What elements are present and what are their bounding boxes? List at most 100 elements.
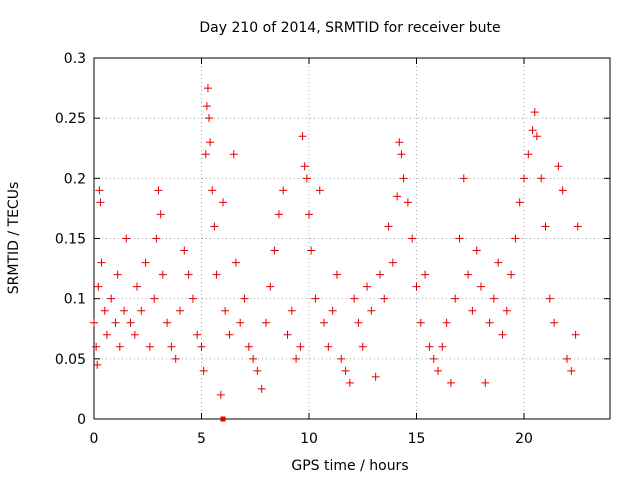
data-point bbox=[266, 282, 275, 291]
data-point bbox=[528, 126, 537, 135]
data-point bbox=[130, 330, 139, 339]
data-point bbox=[412, 282, 421, 291]
data-point bbox=[541, 222, 550, 231]
data-point bbox=[320, 318, 329, 327]
special-points bbox=[220, 416, 226, 422]
data-point bbox=[537, 174, 546, 183]
data-point bbox=[115, 342, 124, 351]
x-tick-label: 20 bbox=[515, 431, 533, 447]
data-point bbox=[511, 234, 520, 243]
data-point bbox=[231, 258, 240, 267]
data-point bbox=[393, 192, 402, 201]
data-point bbox=[472, 246, 481, 255]
data-point bbox=[193, 330, 202, 339]
data-point bbox=[558, 186, 567, 195]
data-point bbox=[163, 318, 172, 327]
data-point bbox=[133, 282, 141, 291]
data-point bbox=[150, 294, 159, 303]
data-point bbox=[442, 318, 451, 327]
data-point bbox=[403, 198, 412, 207]
data-points bbox=[90, 84, 582, 399]
data-point bbox=[219, 198, 227, 207]
data-point bbox=[481, 378, 490, 387]
data-point bbox=[205, 114, 214, 123]
data-point bbox=[345, 378, 354, 387]
data-point bbox=[337, 354, 346, 363]
data-point bbox=[446, 378, 455, 387]
data-point bbox=[532, 132, 541, 141]
data-point bbox=[203, 84, 212, 93]
data-point bbox=[171, 354, 180, 363]
x-tick-label: 15 bbox=[408, 431, 426, 447]
data-point bbox=[489, 294, 498, 303]
data-point bbox=[96, 198, 105, 207]
data-point bbox=[515, 198, 524, 207]
data-point bbox=[152, 234, 161, 243]
data-point bbox=[225, 330, 234, 339]
chart-title: Day 210 of 2014, SRMTID for receiver but… bbox=[199, 20, 500, 36]
data-point bbox=[93, 360, 102, 369]
data-point bbox=[100, 306, 109, 315]
data-point bbox=[571, 330, 580, 339]
data-point bbox=[502, 306, 511, 315]
data-point bbox=[388, 258, 397, 267]
data-point bbox=[208, 186, 217, 195]
data-point bbox=[375, 270, 384, 279]
data-point bbox=[328, 306, 337, 315]
data-point bbox=[212, 270, 221, 279]
data-point bbox=[107, 294, 116, 303]
data-point bbox=[371, 372, 380, 381]
data-point bbox=[298, 132, 307, 141]
data-point bbox=[300, 162, 309, 171]
data-point bbox=[279, 186, 288, 195]
data-point bbox=[184, 270, 193, 279]
data-point bbox=[498, 330, 507, 339]
data-point bbox=[408, 234, 417, 243]
data-point bbox=[257, 384, 266, 393]
data-point bbox=[270, 246, 279, 255]
data-point bbox=[468, 306, 477, 315]
data-point bbox=[332, 270, 341, 279]
axis-ticks: 0 0.05 0.1 0.15 0.2 0.25 0.3 0 5 10 15 20 bbox=[55, 51, 610, 447]
data-point bbox=[206, 138, 215, 147]
data-point bbox=[380, 294, 389, 303]
x-tick-label: 0 bbox=[90, 431, 99, 447]
data-point bbox=[188, 294, 197, 303]
data-point bbox=[416, 318, 425, 327]
data-point bbox=[111, 318, 120, 327]
data-point bbox=[451, 294, 460, 303]
data-point bbox=[176, 306, 184, 315]
data-point bbox=[341, 366, 350, 375]
data-point bbox=[302, 174, 311, 183]
data-point bbox=[154, 186, 163, 195]
data-point bbox=[167, 342, 176, 351]
data-point bbox=[315, 186, 324, 195]
data-point bbox=[305, 210, 313, 219]
x-axis-label: GPS time / hours bbox=[291, 458, 408, 474]
data-point bbox=[554, 162, 563, 171]
data-point bbox=[145, 342, 154, 351]
data-point bbox=[311, 294, 320, 303]
data-point bbox=[90, 318, 98, 327]
data-point bbox=[524, 150, 533, 159]
data-point bbox=[292, 354, 301, 363]
data-point bbox=[350, 294, 359, 303]
data-point bbox=[287, 306, 296, 315]
y-tick-label: 0.2 bbox=[64, 171, 86, 187]
data-point bbox=[102, 330, 111, 339]
data-point bbox=[477, 282, 485, 291]
data-point bbox=[229, 150, 238, 159]
data-point bbox=[567, 366, 576, 375]
data-point bbox=[421, 270, 430, 279]
data-point bbox=[363, 282, 372, 291]
data-point bbox=[97, 258, 106, 267]
data-point bbox=[354, 318, 363, 327]
data-point bbox=[244, 342, 253, 351]
data-point bbox=[120, 306, 129, 315]
data-point bbox=[545, 294, 554, 303]
data-point bbox=[563, 354, 571, 363]
data-point bbox=[485, 318, 494, 327]
data-point bbox=[158, 270, 167, 279]
data-point bbox=[141, 258, 150, 267]
data-point bbox=[221, 306, 230, 315]
